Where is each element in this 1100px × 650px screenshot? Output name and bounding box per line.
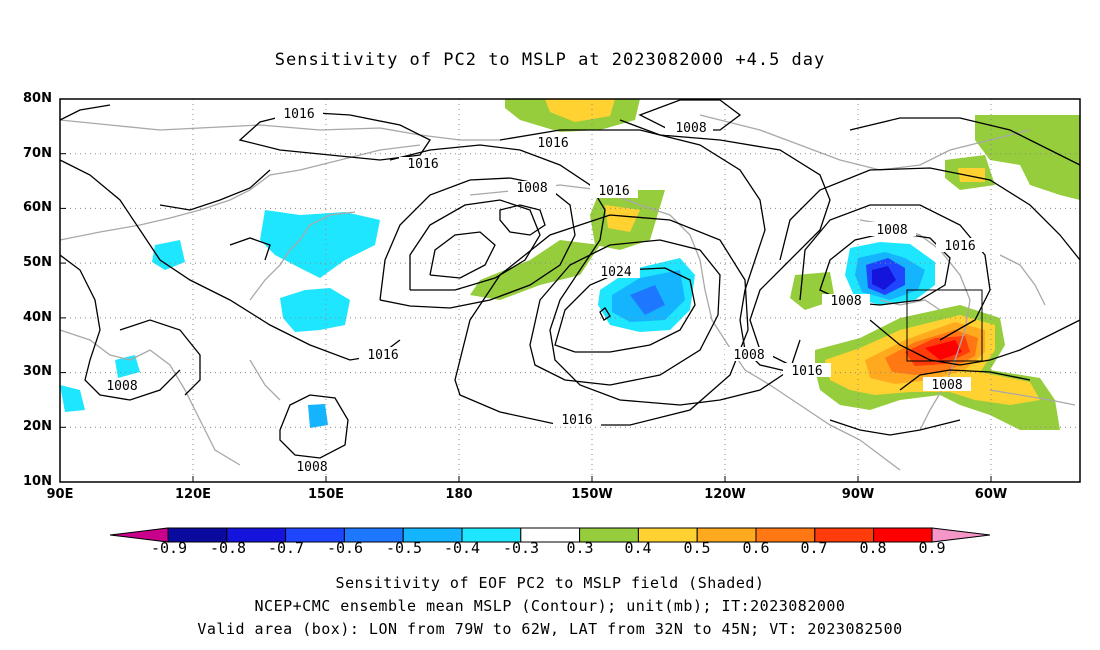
- contour-label: 1008: [876, 223, 907, 238]
- lat-label-70n: 70N: [23, 146, 52, 161]
- colorbar-label: 0.9: [918, 539, 946, 557]
- colorbar-label: 0.8: [859, 539, 887, 557]
- lat-label-60n: 60N: [23, 200, 52, 215]
- colorbar-label: 0.4: [624, 539, 652, 557]
- colorbar-label: 0.5: [683, 539, 711, 557]
- colorbar-high-arrow: [931, 527, 991, 543]
- lon-label-120e: 120E: [174, 487, 212, 502]
- contour-label: 1008: [516, 181, 547, 196]
- valid-area-box: [906, 289, 983, 362]
- lat-label-50n: 50N: [23, 255, 52, 270]
- contour-label: 1016: [598, 184, 629, 199]
- contour-label: 1016: [944, 239, 975, 254]
- lon-label-120w: 120W: [704, 487, 746, 502]
- caption-line-1: Sensitivity of EOF PC2 to MSLP field (Sh…: [335, 574, 765, 592]
- contour-label: 1008: [296, 460, 327, 475]
- contour-label: 1008: [931, 378, 962, 393]
- lon-label-150e: 150E: [307, 487, 345, 502]
- colorbar-label: -0.7: [267, 539, 305, 557]
- contour-label: 1008: [733, 348, 764, 363]
- axis-ticks: [60, 98, 992, 482]
- contour-label: 1016: [407, 157, 438, 172]
- contour-labels: 1016 1016 1016 1016 1008 1016 1008 1024 …: [106, 107, 976, 475]
- contour-label: 1016: [561, 413, 592, 428]
- contour-label: 1024: [600, 265, 631, 280]
- colorbar-label: 0.6: [742, 539, 770, 557]
- lat-label-20n: 20N: [23, 419, 52, 434]
- contour-label: 1016: [283, 107, 314, 122]
- contour-label: 1008: [106, 379, 137, 394]
- caption-line-2: NCEP+CMC ensemble mean MSLP (Contour); u…: [254, 597, 846, 615]
- map-title: Sensitivity of PC2 to MSLP at 2023082000…: [274, 50, 826, 70]
- lat-label-80n: 80N: [23, 91, 52, 106]
- gridlines: [60, 99, 1080, 482]
- lat-label-10n: 10N: [23, 474, 52, 489]
- contour-label: 1016: [791, 364, 822, 379]
- lon-label-180: 180: [445, 487, 473, 502]
- contour-label: 1008: [675, 121, 706, 136]
- colorbar-label: -0.6: [326, 539, 364, 557]
- colorbar-label: -0.9: [150, 539, 188, 557]
- colorbar-label: -0.4: [443, 539, 481, 557]
- lat-label-40n: 40N: [23, 310, 52, 325]
- colorbar-label: 0.7: [800, 539, 828, 557]
- colorbar: [109, 527, 991, 543]
- lat-label-30n: 30N: [23, 364, 52, 379]
- lon-label-60w: 60W: [974, 487, 1008, 502]
- lon-label-150w: 150W: [571, 487, 613, 502]
- colorbar-label: -0.5: [385, 539, 423, 557]
- colorbar-label: 0.3: [566, 539, 594, 557]
- contour-label: 1016: [367, 348, 398, 363]
- contour-label: 1016: [537, 136, 568, 151]
- lon-label-90e: 90E: [46, 487, 74, 502]
- colorbar-label: -0.3: [502, 539, 540, 557]
- lon-label-90w: 90W: [841, 487, 875, 502]
- caption-line-3: Valid area (box): LON from 79W to 62W, L…: [197, 620, 903, 638]
- plot-frame: [59, 98, 1081, 483]
- contour-label: 1008: [830, 294, 861, 309]
- colorbar-label: -0.8: [209, 539, 247, 557]
